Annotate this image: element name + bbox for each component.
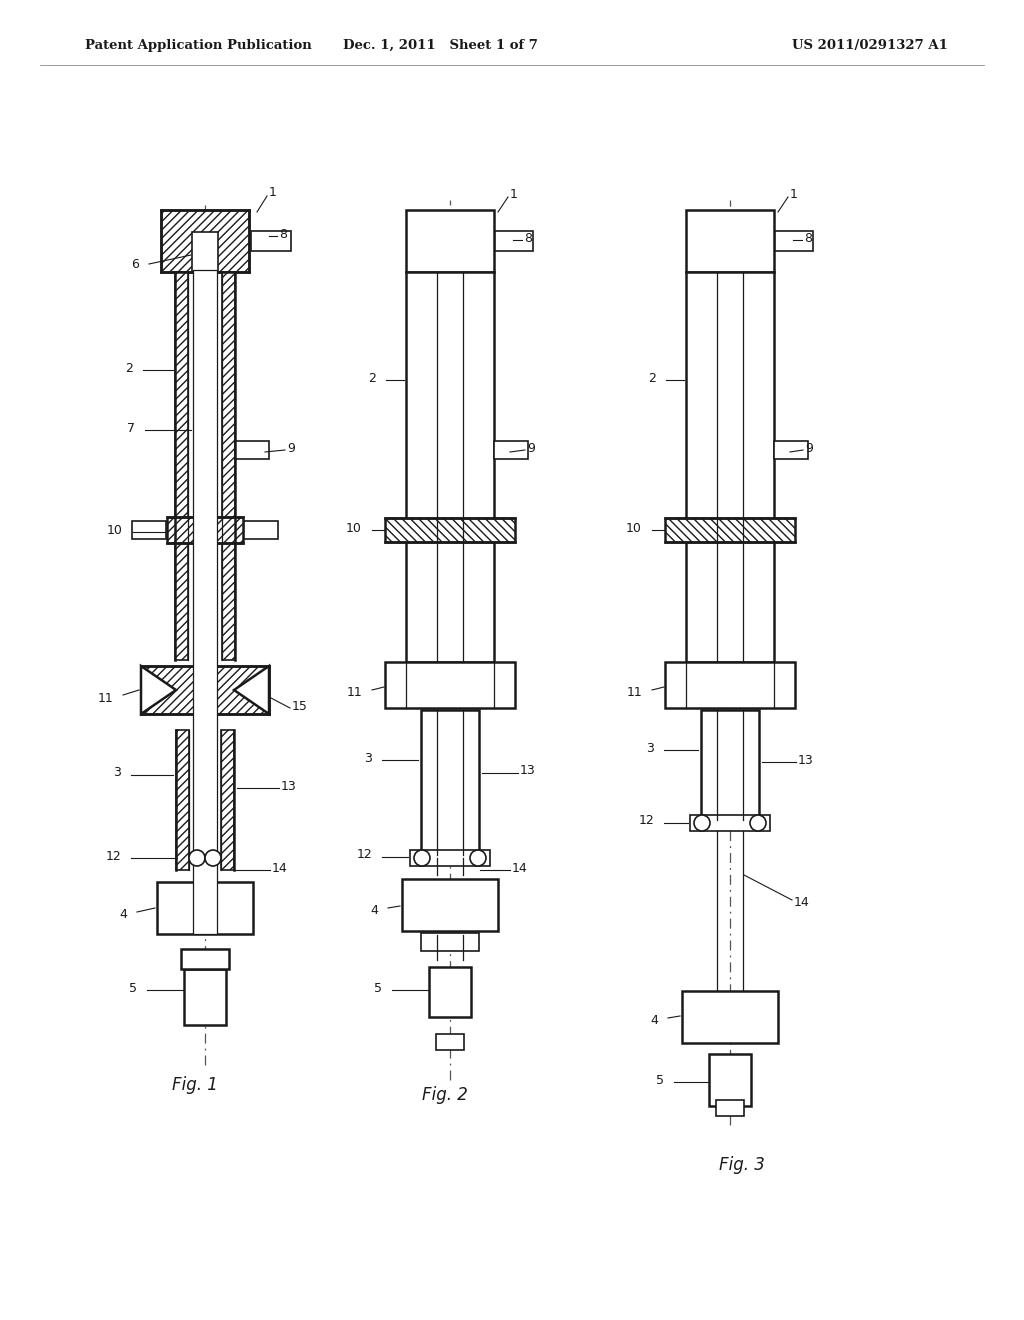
- Text: 11: 11: [97, 692, 113, 705]
- Text: 14: 14: [272, 862, 288, 874]
- Bar: [221, 730, 234, 870]
- Text: 8: 8: [524, 231, 532, 244]
- Text: 13: 13: [520, 764, 536, 777]
- Text: 14: 14: [794, 895, 810, 908]
- Circle shape: [694, 814, 710, 832]
- Bar: [686, 210, 774, 272]
- Bar: [682, 991, 778, 1043]
- Circle shape: [205, 850, 221, 866]
- Text: Fig. 1: Fig. 1: [172, 1076, 218, 1094]
- Text: 4: 4: [370, 903, 378, 916]
- Circle shape: [470, 850, 486, 866]
- Bar: [193, 271, 217, 935]
- Text: 2: 2: [368, 371, 376, 384]
- Text: 3: 3: [113, 767, 121, 780]
- Text: 10: 10: [346, 521, 362, 535]
- Text: 13: 13: [281, 780, 297, 792]
- Text: 14: 14: [512, 862, 527, 874]
- Text: 2: 2: [648, 371, 656, 384]
- Text: 1: 1: [790, 187, 798, 201]
- Text: 11: 11: [346, 685, 362, 698]
- Text: 10: 10: [626, 521, 642, 535]
- Bar: [701, 710, 759, 820]
- Text: 9: 9: [527, 441, 535, 454]
- Text: US 2011/0291327 A1: US 2011/0291327 A1: [792, 38, 948, 51]
- Text: 1: 1: [510, 187, 518, 201]
- Circle shape: [414, 850, 430, 866]
- Text: 5: 5: [656, 1073, 664, 1086]
- Circle shape: [189, 850, 205, 866]
- Text: 11: 11: [627, 685, 642, 698]
- Bar: [775, 231, 813, 251]
- Bar: [161, 210, 249, 272]
- Bar: [176, 730, 189, 870]
- Bar: [494, 441, 528, 459]
- Bar: [421, 710, 479, 855]
- Bar: [410, 850, 490, 866]
- Bar: [690, 814, 770, 832]
- Bar: [244, 521, 278, 539]
- Text: Fig. 3: Fig. 3: [719, 1156, 765, 1173]
- Bar: [429, 968, 471, 1016]
- Text: 4: 4: [650, 1014, 658, 1027]
- Bar: [686, 272, 774, 663]
- Bar: [181, 949, 229, 969]
- Text: 12: 12: [105, 850, 121, 862]
- Text: 8: 8: [279, 227, 287, 240]
- Text: 9: 9: [805, 441, 813, 454]
- Text: 12: 12: [638, 814, 654, 828]
- Bar: [774, 441, 808, 459]
- Bar: [665, 517, 795, 543]
- Bar: [436, 1034, 464, 1049]
- Bar: [184, 969, 226, 1026]
- Bar: [175, 272, 188, 660]
- Text: 9: 9: [287, 441, 295, 454]
- Text: 3: 3: [365, 751, 372, 764]
- Text: 2: 2: [125, 362, 133, 375]
- Text: 3: 3: [646, 742, 654, 755]
- Text: Dec. 1, 2011   Sheet 1 of 7: Dec. 1, 2011 Sheet 1 of 7: [343, 38, 538, 51]
- Text: Fig. 2: Fig. 2: [422, 1086, 468, 1104]
- Text: 10: 10: [108, 524, 123, 536]
- Bar: [132, 521, 166, 539]
- Text: 5: 5: [374, 982, 382, 994]
- Text: 5: 5: [129, 982, 137, 994]
- Text: 12: 12: [356, 849, 372, 862]
- Bar: [141, 667, 269, 714]
- Text: 13: 13: [798, 754, 814, 767]
- Bar: [385, 663, 515, 708]
- Bar: [421, 933, 479, 950]
- Bar: [716, 1100, 744, 1115]
- Bar: [167, 517, 243, 543]
- Text: 15: 15: [292, 700, 308, 713]
- Text: Patent Application Publication: Patent Application Publication: [85, 38, 311, 51]
- Circle shape: [750, 814, 766, 832]
- Bar: [495, 231, 534, 251]
- Bar: [222, 272, 234, 660]
- Bar: [665, 663, 795, 708]
- Bar: [406, 272, 494, 663]
- Text: 1: 1: [269, 186, 276, 199]
- Bar: [193, 232, 218, 272]
- Bar: [251, 231, 291, 251]
- Text: 4: 4: [119, 908, 127, 920]
- Bar: [406, 210, 494, 272]
- Polygon shape: [234, 667, 269, 714]
- Bar: [385, 517, 515, 543]
- Bar: [402, 879, 498, 931]
- Polygon shape: [141, 667, 176, 714]
- Bar: [234, 441, 269, 459]
- Text: 6: 6: [131, 257, 139, 271]
- Text: 7: 7: [127, 421, 135, 434]
- Text: 8: 8: [804, 231, 812, 244]
- Bar: [709, 1053, 751, 1106]
- Bar: [157, 882, 253, 935]
